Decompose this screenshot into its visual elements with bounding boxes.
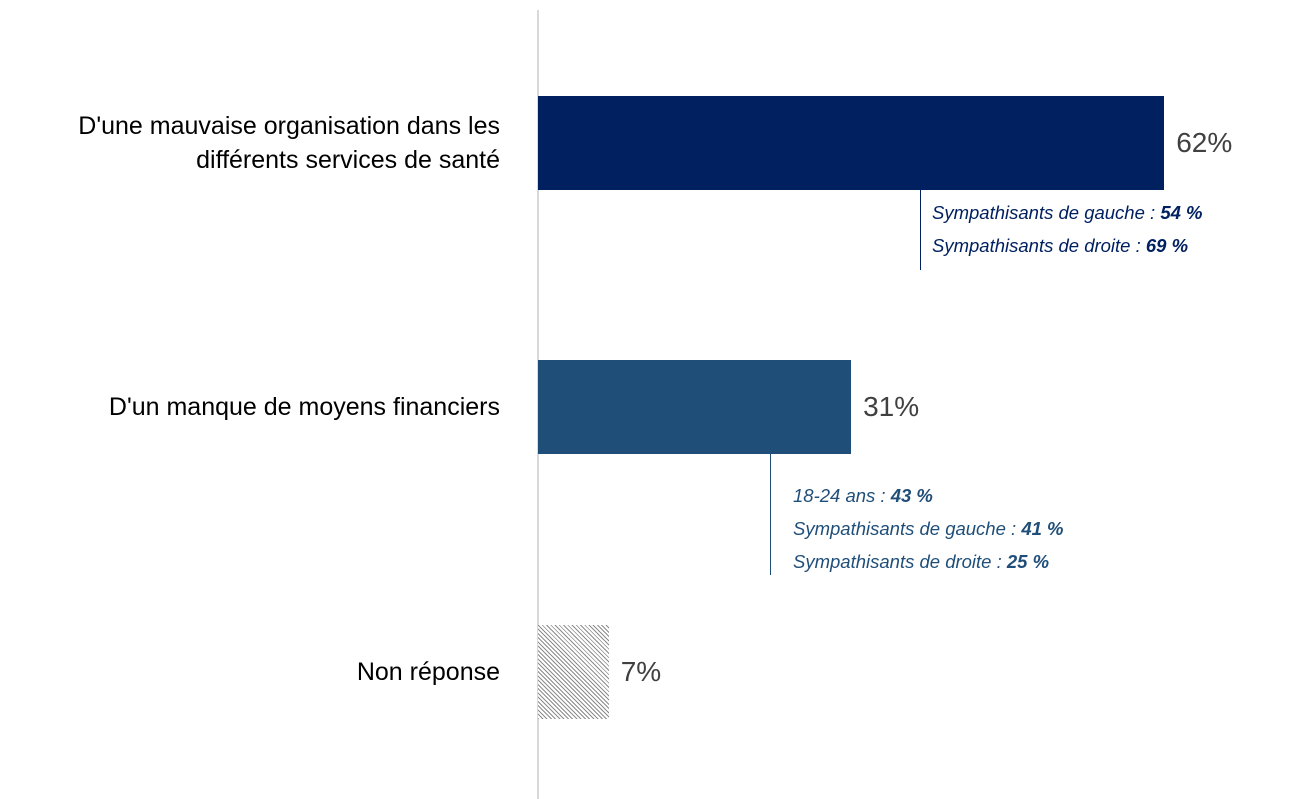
category-label: D'un manque de moyens financiers — [108, 393, 500, 421]
category-label: D'une mauvaise organisation dans les dif… — [78, 112, 500, 174]
annotation-line: Sympathisants de gauche : 54 % — [932, 196, 1202, 229]
category-label: Non réponse — [356, 658, 500, 686]
bar — [538, 360, 852, 454]
value-label: 7% — [620, 656, 662, 687]
annotation-figure: 25 % — [1006, 551, 1050, 572]
annotation-figure: 41 % — [1021, 518, 1064, 539]
annotation-figure: 54 % — [1160, 202, 1203, 223]
annotation-figure: 43 % — [890, 485, 933, 506]
annotation-line: Sympathisants de droite : 69 % — [932, 229, 1188, 262]
annotation-figure: 69 % — [1145, 235, 1189, 256]
bar — [538, 625, 609, 719]
annotation-text: 18-24 ans : — [793, 485, 886, 506]
annotation-line: 18-24 ans : 43 % — [793, 479, 933, 512]
annotation-connector — [920, 190, 921, 270]
annotation-connector — [770, 454, 771, 575]
annotation-text: Sympathisants de gauche : — [793, 518, 1017, 539]
bar — [538, 96, 1165, 190]
annotation-text: Sympathisants de gauche : — [932, 202, 1156, 223]
annotation-text: Sympathisants de droite : — [932, 235, 1141, 256]
annotation-text: Sympathisants de droite : — [793, 551, 1002, 572]
value-label: 31% — [863, 391, 920, 422]
annotation-line: Sympathisants de droite : 25 % — [793, 545, 1049, 578]
value-label: 62% — [1176, 127, 1233, 158]
annotation-line: Sympathisants de gauche : 41 % — [793, 512, 1063, 545]
